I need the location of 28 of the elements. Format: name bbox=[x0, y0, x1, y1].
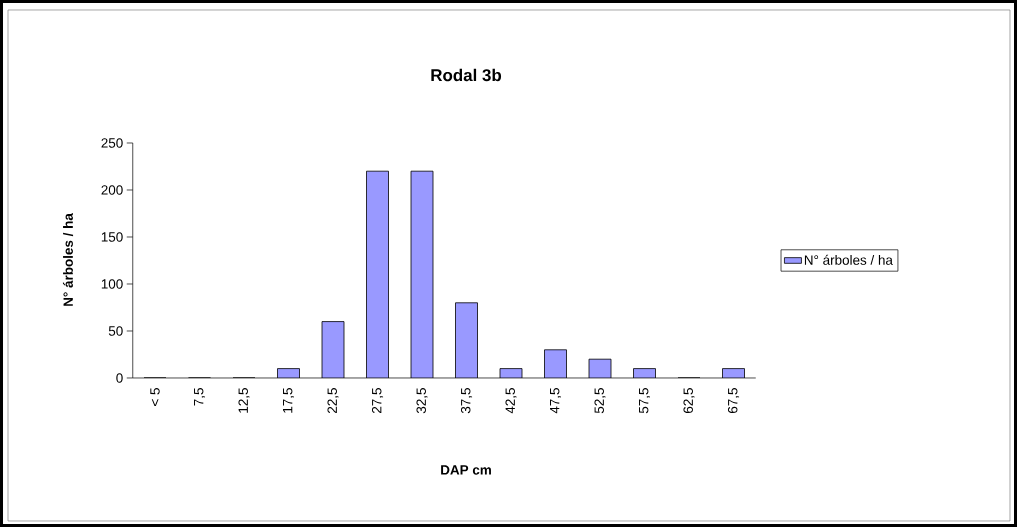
y-tick-label: 0 bbox=[116, 373, 123, 383]
x-tick-label: 37,5 bbox=[460, 388, 473, 414]
x-tick-label: 62,5 bbox=[683, 388, 695, 413]
y-tick-label: 100 bbox=[101, 279, 123, 289]
x-tick-label: < 5 bbox=[150, 388, 160, 406]
x-axis-title: DAP cm bbox=[441, 465, 491, 475]
x-tick-label: 47,5 bbox=[550, 388, 561, 414]
x-tick-label: 42,5 bbox=[505, 388, 517, 414]
bar bbox=[410, 170, 434, 378]
x-tick-label: 32,5 bbox=[416, 388, 428, 414]
x-tick-label: 52,5 bbox=[594, 388, 606, 414]
x-tick-label: 17,5 bbox=[283, 388, 294, 413]
y-tick-label: 50 bbox=[108, 326, 123, 336]
legend-label: N° árboles / ha bbox=[804, 254, 893, 265]
x-tick-label: 57,5 bbox=[639, 388, 650, 414]
y-axis-title: N° árboles / ha bbox=[62, 213, 74, 306]
y-tick-label: 250 bbox=[101, 138, 123, 148]
chart-title: Rodal 3b bbox=[431, 68, 502, 82]
y-tick-label: 150 bbox=[101, 232, 123, 242]
bar bbox=[544, 349, 567, 378]
x-tick-label: 12,5 bbox=[238, 388, 250, 413]
bar bbox=[366, 170, 389, 378]
bar bbox=[455, 302, 478, 378]
y-tick-label: 200 bbox=[101, 185, 123, 195]
x-tick-label: 7,5 bbox=[194, 388, 205, 406]
x-tick-label: 22,5 bbox=[327, 388, 339, 414]
x-tick-label: 27,5 bbox=[371, 388, 384, 414]
x-tick-label: 67,5 bbox=[727, 388, 740, 413]
